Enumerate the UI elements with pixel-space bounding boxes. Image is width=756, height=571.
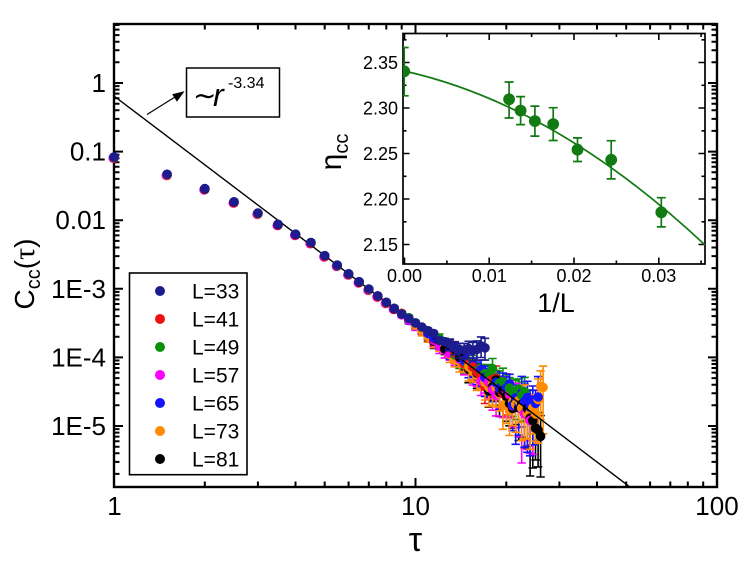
svg-text:0.01: 0.01 [472, 266, 507, 286]
svg-text:2.20: 2.20 [363, 190, 398, 210]
svg-text:0.02: 0.02 [556, 266, 591, 286]
svg-text:1: 1 [107, 491, 121, 521]
svg-text:0.00: 0.00 [387, 266, 422, 286]
svg-text:L=41: L=41 [192, 309, 239, 332]
svg-text:L=33: L=33 [192, 281, 239, 304]
svg-text:L=65: L=65 [192, 393, 239, 416]
svg-text:2.25: 2.25 [363, 144, 398, 164]
svg-text:L=81: L=81 [192, 449, 239, 472]
svg-text:1: 1 [92, 68, 106, 98]
svg-text:2.30: 2.30 [363, 99, 398, 119]
svg-text:r: r [213, 77, 225, 113]
svg-text:100: 100 [695, 491, 738, 521]
svg-text:1E-5: 1E-5 [51, 411, 106, 441]
svg-text:τ: τ [409, 521, 423, 559]
svg-text:0.01: 0.01 [55, 205, 106, 235]
svg-text:-3.34: -3.34 [228, 75, 265, 92]
svg-text:1/L: 1/L [537, 288, 575, 318]
svg-text:L=57: L=57 [192, 365, 239, 388]
svg-text:L=73: L=73 [192, 421, 239, 444]
svg-text:2.15: 2.15 [363, 235, 398, 255]
svg-text:0.03: 0.03 [641, 266, 676, 286]
svg-text:L=49: L=49 [192, 337, 239, 360]
svg-text:1E-3: 1E-3 [51, 274, 106, 304]
svg-text:10: 10 [401, 491, 430, 521]
svg-text:2.35: 2.35 [363, 53, 398, 73]
svg-text:∼: ∼ [193, 80, 216, 111]
svg-text:1E-4: 1E-4 [51, 342, 106, 372]
svg-text:0.1: 0.1 [70, 137, 106, 167]
